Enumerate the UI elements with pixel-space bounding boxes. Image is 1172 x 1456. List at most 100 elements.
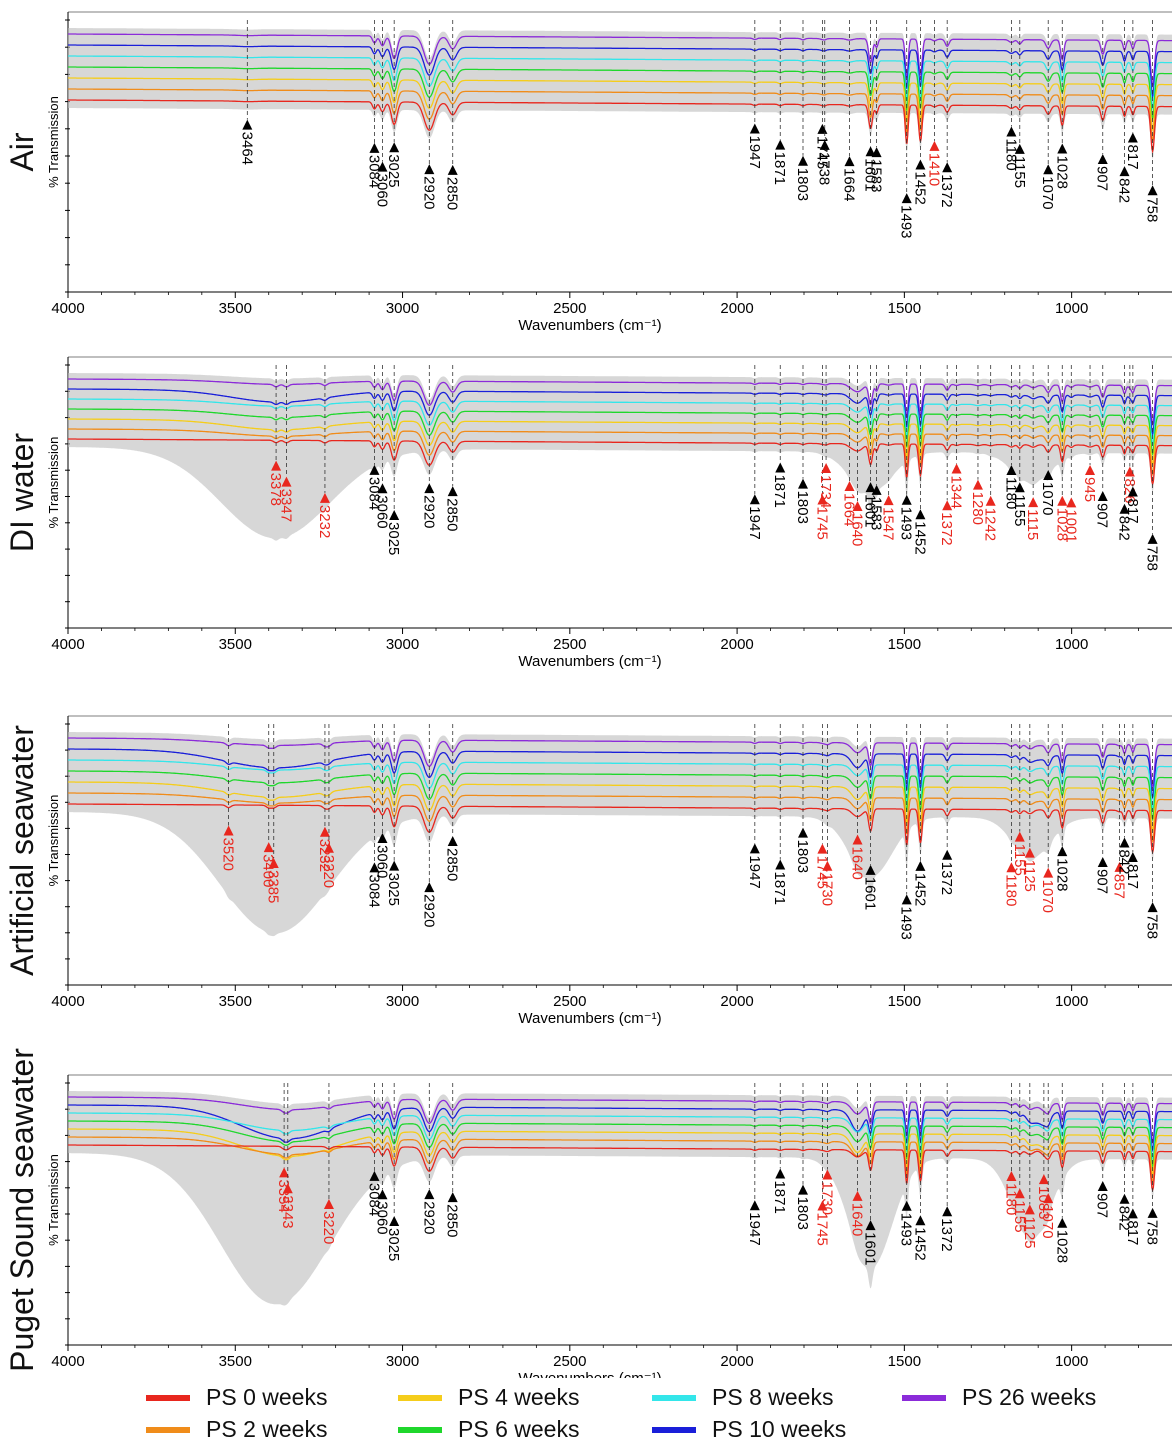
peak-label: 1803 (794, 168, 811, 201)
peak-label: 1730 (818, 1182, 835, 1215)
peak-label: 907 (1094, 1193, 1111, 1218)
series-line-ps-26-weeks (68, 737, 1172, 789)
peak-marker (817, 843, 828, 854)
peak-label: 1155 (1011, 1200, 1028, 1232)
peak-marker (942, 849, 953, 860)
peak-label: 3232 (316, 505, 333, 538)
peak-label: 1947 (746, 1212, 763, 1245)
peak-marker (1057, 846, 1068, 857)
peak-label: 1730 (818, 873, 835, 906)
peak-label: 1242 (982, 508, 999, 541)
series-line-ps-10-weeks (68, 44, 1172, 99)
series-line-ps-4-weeks (68, 1128, 1172, 1177)
peak-label: 1601 (862, 158, 879, 191)
peak-label: 3025 (385, 1228, 402, 1261)
peak-marker (852, 1190, 863, 1201)
peak-marker (263, 842, 274, 853)
peak-label: 817 (1124, 145, 1141, 170)
peak-label: 3025 (385, 522, 402, 555)
peak-marker (797, 827, 808, 838)
peak-marker (281, 476, 292, 487)
peak-label: 1745 (813, 506, 830, 539)
peak-marker (447, 164, 458, 175)
peak-marker (1057, 143, 1068, 154)
peak-marker (377, 483, 388, 494)
peak-marker (1097, 1181, 1108, 1192)
legend-item-ps-6: PS 6 weeks (398, 1416, 579, 1443)
x-tick-label: 4000 (51, 300, 84, 317)
peak-label: 1452 (911, 171, 928, 204)
peak-label: 1803 (794, 840, 811, 873)
uncertainty-band (68, 732, 1172, 937)
series-line-ps-0-weeks (68, 1144, 1172, 1193)
peak-marker (844, 156, 855, 167)
peak-label: 817 (1124, 864, 1141, 889)
peak-label: 1493 (898, 906, 915, 939)
peak-label: 758 (1144, 1220, 1161, 1245)
x-tick-label: 1000 (1055, 1353, 1088, 1370)
peak-marker (447, 486, 458, 497)
peak-marker (985, 495, 996, 506)
peak-label: 1734 (817, 475, 834, 508)
series-line-ps-6-weeks (68, 770, 1172, 822)
series-line-ps-2-weeks (68, 88, 1172, 143)
legend-item-ps-4: PS 4 weeks (398, 1384, 579, 1411)
peak-marker (377, 161, 388, 172)
peak-marker (1119, 166, 1130, 177)
legend-label: PS 6 weeks (458, 1416, 580, 1442)
peak-label: 1738 (816, 152, 833, 185)
peak-label: 1155 (1011, 844, 1028, 876)
x-axis-label: Wavenumbers (cm⁻¹) (518, 1010, 661, 1027)
peak-label: 1344 (948, 476, 965, 509)
x-tick-label: 2000 (720, 300, 753, 317)
peak-label: 1372 (938, 862, 955, 895)
peak-label: 1372 (938, 1218, 955, 1251)
peak-marker (915, 509, 926, 520)
peak-label: 1028 (1053, 858, 1070, 891)
peak-label: 1493 (898, 1213, 915, 1246)
peak-marker (1057, 495, 1068, 506)
uncertainty-band (68, 1091, 1172, 1306)
legend-item-ps-2: PS 2 weeks (146, 1416, 327, 1443)
peak-marker (865, 482, 876, 493)
peak-marker (775, 462, 786, 473)
x-tick-label: 1500 (888, 1353, 921, 1370)
peak-label: 3464 (238, 132, 255, 165)
peak-marker (901, 494, 912, 505)
peak-label: 826 (1121, 479, 1138, 504)
legend-label: PS 10 weeks (712, 1416, 847, 1442)
legend-item-ps-8: PS 8 weeks (652, 1384, 833, 1411)
peak-label: 1180 (1002, 477, 1019, 509)
x-tick-label: 2000 (720, 636, 753, 653)
series-line-ps-26-weeks (68, 1096, 1172, 1145)
peak-marker (447, 1192, 458, 1203)
peak-label: 1070 (1039, 482, 1056, 515)
legend-label: PS 26 weeks (962, 1384, 1097, 1410)
peak-marker (1038, 1174, 1049, 1185)
peak-label: 1664 (840, 493, 857, 526)
peak-marker (424, 1189, 435, 1200)
peak-label: 1640 (849, 1203, 866, 1236)
peak-label: 1803 (794, 1197, 811, 1230)
peak-marker (865, 1220, 876, 1231)
x-axis-label: Wavenumbers (cm⁻¹) (518, 1370, 661, 1378)
series-line-ps-0-weeks (68, 803, 1172, 855)
peak-label: 1125 (1021, 860, 1038, 892)
peak-marker (268, 858, 279, 869)
peak-marker (1127, 851, 1138, 862)
peak-label: 1372 (938, 174, 955, 207)
peak-label: 2920 (420, 1201, 437, 1234)
peak-marker (915, 860, 926, 871)
peak-label: 2920 (420, 894, 437, 927)
peak-marker (1014, 482, 1025, 493)
peak-marker (1097, 153, 1108, 164)
peak-label: 907 (1094, 166, 1111, 191)
series-line-ps-6-weeks (68, 1120, 1172, 1169)
peak-marker (901, 894, 912, 905)
peak-label: 1583 (868, 159, 885, 192)
peak-label: 3084 (365, 155, 382, 188)
y-axis-label: % Transmission (46, 437, 61, 529)
peak-label: 945 (1081, 477, 1098, 502)
peak-label: 1601 (862, 877, 879, 910)
peak-marker (1124, 466, 1135, 477)
